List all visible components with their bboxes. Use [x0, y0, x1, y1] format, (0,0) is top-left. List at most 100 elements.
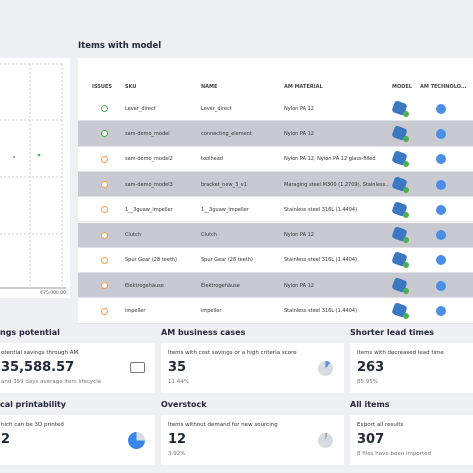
- card-caption: Export all results: [357, 422, 404, 428]
- section-title: ngs potential: [0, 328, 60, 337]
- table-row[interactable]: impeller impeller Stainless steel 316L (1.…: [78, 298, 473, 324]
- table-row[interactable]: Spur Gear (28 teeth) Spur Gear (28 teeth)…: [78, 247, 473, 274]
- more-button[interactable]: [436, 179, 446, 190]
- status-icon: [101, 105, 108, 113]
- material: Stainless steel 316L (1.4404): [284, 206, 358, 213]
- kpi-card[interactable]: Items without demand for new sourcing 12 3…: [161, 415, 344, 465]
- sku: Clutch: [125, 232, 141, 239]
- sku: sam-demo_model: [125, 130, 170, 137]
- kpi-card[interactable]: hich can be 3D printed 2: [0, 415, 155, 465]
- material: Maraging steel M300 (1.2709), Stainless.…: [284, 181, 390, 188]
- table-row[interactable]: sam-demo_model2 toolhead Nylon PA 12, Nylo…: [78, 146, 473, 172]
- column-header: AM MATERIAL: [284, 84, 323, 90]
- status-icon: [101, 282, 108, 290]
- name: connecting_element: [201, 130, 252, 137]
- section-title: cal printability: [0, 400, 66, 409]
- card-value: 35,588.57: [1, 360, 75, 375]
- column-header: SKU: [125, 84, 137, 90]
- status-icon: [101, 307, 108, 315]
- material: Stainless steel 316L (1.4404): [284, 308, 358, 315]
- kpi-card[interactable]: otential savings through AM 35,588.57 and …: [0, 343, 155, 393]
- column-header: AM TECHNOLO...: [420, 84, 467, 90]
- status-icon: [101, 206, 108, 214]
- section-title: Overstock: [161, 400, 207, 409]
- card-value: 35: [168, 360, 187, 375]
- more-button[interactable]: [436, 230, 446, 241]
- kpi-card[interactable]: Items with cost savings or a high criter…: [161, 343, 344, 393]
- table-row[interactable]: Elektrogehäuse Elektrogehäuse Nylon PA 12: [78, 273, 473, 299]
- card-value: 263: [357, 360, 385, 375]
- card-caption: hich can be 3D printed: [1, 422, 64, 428]
- card-caption: Items with cost savings or a high criter…: [168, 350, 297, 356]
- model-check: [403, 186, 409, 193]
- name: bracket_new_3_v1: [201, 181, 247, 188]
- status-icon: [101, 155, 108, 163]
- more-button[interactable]: [436, 204, 446, 215]
- card-icon: [318, 433, 333, 448]
- card-icon: [318, 361, 333, 376]
- more-button[interactable]: [436, 255, 446, 266]
- model-check: [403, 237, 409, 244]
- sku: impeller: [125, 308, 146, 315]
- table-row[interactable]: Clutch Clutch Nylon PA 12: [78, 222, 473, 248]
- more-button[interactable]: [436, 280, 446, 291]
- model-check: [403, 135, 409, 142]
- material: Stainless steel 316L (1.4404): [284, 257, 358, 264]
- card-icon: [130, 362, 145, 373]
- table-row[interactable]: 1__3guaw_impeller 1__3guaw_impeller Stainl…: [78, 197, 473, 223]
- card-value: 307: [357, 432, 385, 447]
- material: Nylon PA 12: [284, 105, 314, 112]
- section-title: All items: [350, 400, 390, 409]
- status-icon: [101, 256, 108, 264]
- status-icon: [101, 130, 108, 138]
- sku: sam-demo_model3: [125, 181, 173, 188]
- name: toolhead: [201, 156, 223, 163]
- column-header: NAME: [201, 84, 218, 90]
- more-button[interactable]: [436, 128, 446, 139]
- name: Lever_direct: [201, 105, 232, 112]
- card-subtext: 8 files have been imported: [357, 451, 432, 457]
- column-header: ISSUES: [92, 84, 112, 90]
- material: Nylon PA 12: [284, 130, 314, 137]
- card-value: 2: [1, 432, 11, 447]
- name: Spur Gear (28 teeth): [201, 257, 253, 264]
- table-row[interactable]: sam-demo_model connecting_element Nylon PA…: [78, 121, 473, 147]
- sku: Elektrogehäuse: [125, 282, 164, 289]
- name: Elektrogehäuse: [201, 282, 240, 289]
- card-icon: [128, 432, 145, 449]
- material: Nylon PA 12: [284, 232, 314, 239]
- column-header: MODEL: [392, 84, 412, 90]
- table-title: Items with model: [78, 41, 162, 51]
- name: Clutch: [201, 232, 217, 239]
- status-icon: [101, 231, 108, 239]
- axis-label: €75,000.00: [40, 291, 66, 296]
- table-row[interactable]: Lever_direct Lever_direct Nylon PA 12: [78, 96, 473, 122]
- table-panel: ISSUES SKU NAME AM MATERIAL MODEL AM TECHNOLO…: [78, 58, 473, 324]
- sku: Lever_direct: [125, 105, 156, 112]
- card-subtext: 3.92%: [168, 451, 186, 457]
- model-check: [403, 313, 409, 320]
- model-check: [403, 262, 409, 269]
- sku: sam-demo_model2: [125, 156, 173, 163]
- name: 1__3guaw_impeller: [201, 206, 249, 213]
- card-caption: otential savings through AM: [1, 350, 79, 356]
- section-title: AM business cases: [161, 328, 246, 337]
- card-value: 12: [168, 432, 187, 447]
- table-row[interactable]: sam-demo_model3 bracket_new_3_v1 Maraging …: [78, 171, 473, 198]
- card-subtext: and 359 days average item lifecycle: [1, 379, 102, 385]
- card-caption: Items without demand for new sourcing: [168, 422, 278, 428]
- more-button[interactable]: [436, 103, 446, 114]
- kpi-card[interactable]: Items with decreased lead time 263 85.95%: [350, 343, 473, 393]
- material: Nylon PA 12, Nylon PA 12 glass-filled: [284, 156, 376, 163]
- model-check: [403, 287, 409, 294]
- kpi-card[interactable]: Export all results 307 8 files have been i…: [350, 415, 473, 465]
- section-title: Shorter lead times: [350, 328, 435, 337]
- card-subtext: 11.44%: [168, 379, 189, 385]
- model-check: [403, 211, 409, 218]
- chart-grid: [0, 63, 66, 289]
- more-button[interactable]: [436, 154, 446, 165]
- chart-panel: €75,000.00: [0, 58, 70, 298]
- model-check: [403, 161, 409, 168]
- more-button[interactable]: [436, 306, 446, 317]
